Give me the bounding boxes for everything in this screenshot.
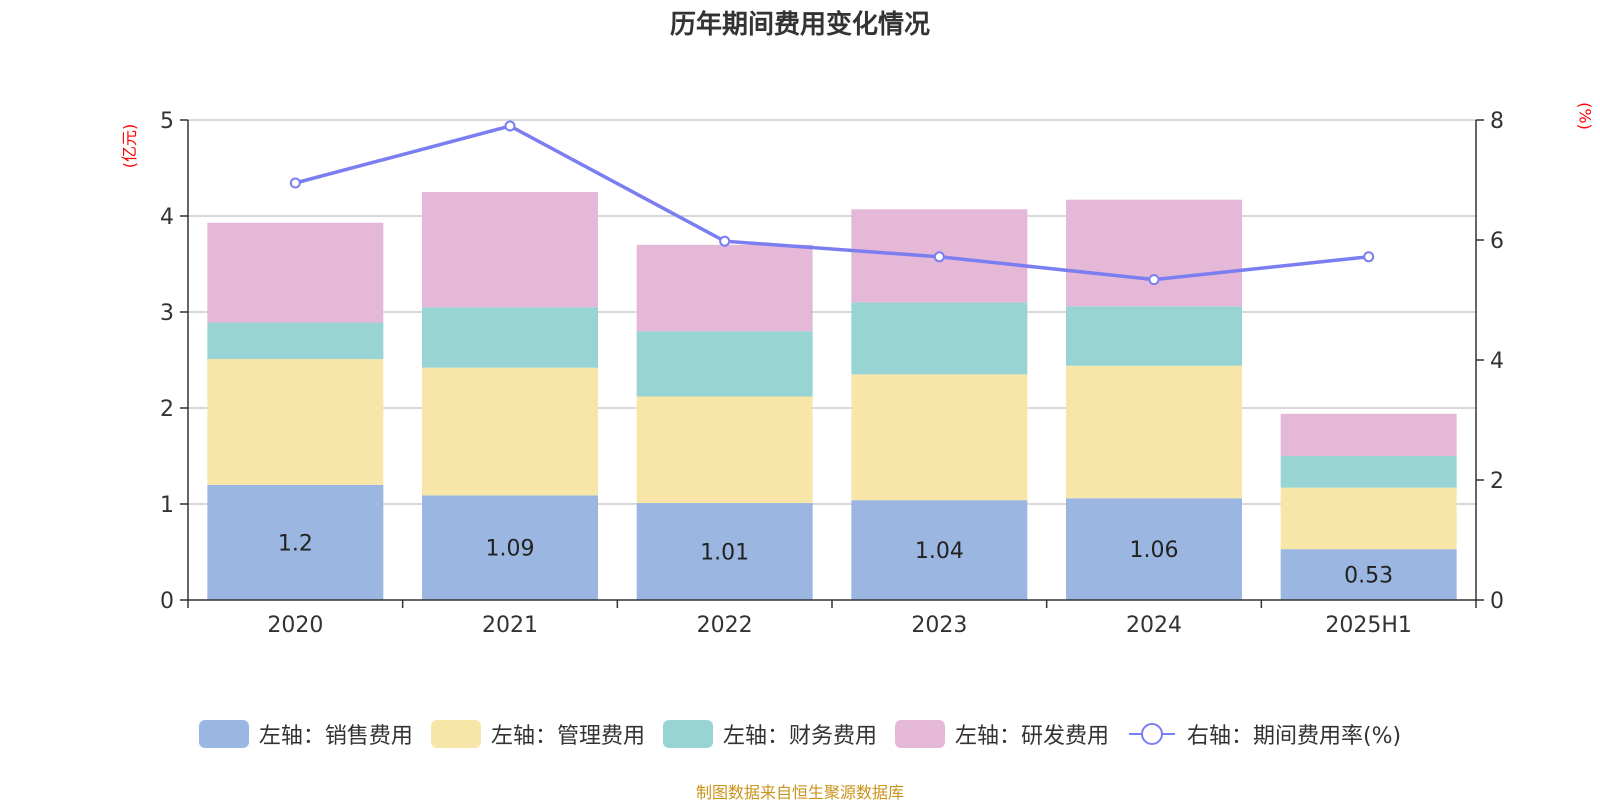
bar-segment-finance	[1066, 306, 1242, 366]
bar-data-label: 1.04	[915, 539, 964, 564]
legend-item-rd[interactable]: 左轴：研发费用	[894, 718, 1109, 750]
bar-segment-admin	[1066, 365, 1242, 499]
bar-segment-admin	[1280, 487, 1457, 550]
gridlines	[188, 119, 1476, 505]
bar-segment-finance	[422, 307, 598, 368]
bar-segment-finance	[851, 302, 1028, 375]
legend-item-admin[interactable]: 左轴：管理费用	[430, 718, 645, 750]
bar-data-label: 1.2	[278, 531, 313, 556]
left-axis-tick-label: 1	[160, 493, 174, 518]
bar-segment-rd	[422, 192, 598, 308]
bar-segment-admin	[422, 367, 598, 496]
rate-line-point	[933, 251, 945, 263]
legend-label-rate: 右轴：期间费用率(%)	[1186, 724, 1402, 749]
bar-segment-sales	[1066, 498, 1242, 600]
legend-line-marker-icon	[1128, 723, 1175, 745]
x-axis-category-label: 2022	[697, 613, 753, 638]
legend-item-rate[interactable]: 右轴：期间费用率(%)	[1127, 718, 1401, 750]
bar-data-label: 0.53	[1344, 564, 1393, 589]
axes: 0 1 2 3 4 5 0 2 4 6 8 2020 2021 2022 2023 2024 2025H1	[160, 109, 1504, 638]
legend-label-admin: 左轴：管理费用	[490, 724, 645, 749]
bar-segment-admin	[851, 374, 1028, 501]
rate-line-path	[294, 124, 1369, 282]
legend-swatch-sales	[198, 720, 249, 748]
legend-swatch-admin	[430, 720, 481, 748]
legend-label-finance: 左轴：财务费用	[722, 724, 877, 749]
legend: 左轴：销售费用 左轴：管理费用 左轴：财务费用 左轴：研发费用 右轴：期间费用率…	[0, 718, 1600, 750]
x-axis-category-label: 2020	[267, 613, 323, 638]
legend-swatch-finance	[662, 720, 713, 748]
left-axis-tick-label: 2	[160, 397, 174, 422]
legend-label-rd: 左轴：研发费用	[954, 724, 1109, 749]
bar-segment-admin	[207, 359, 384, 485]
left-axis-tick-label: 4	[160, 205, 174, 230]
bar-segment-rd	[207, 222, 384, 323]
bar-segment-finance	[1280, 456, 1457, 488]
bar-segment-sales	[636, 503, 813, 600]
bar-data-label: 1.09	[486, 537, 535, 562]
source-note: 制图数据来自恒生聚源数据库	[695, 783, 904, 802]
right-axis-tick-label: 6	[1490, 229, 1504, 254]
right-axis-tick-label: 4	[1490, 349, 1504, 374]
bar-segment-rd	[636, 244, 813, 332]
bar-data-label: 1.06	[1130, 538, 1179, 563]
legend-label-sales: 左轴：销售费用	[258, 724, 413, 749]
left-axis-tick-label: 3	[160, 301, 174, 326]
rate-line-point	[504, 120, 516, 132]
right-axis-tick-label: 0	[1490, 589, 1504, 614]
x-axis-category-label: 2024	[1126, 613, 1182, 638]
x-axis-category-label: 2023	[911, 613, 967, 638]
chart-title: 历年期间费用变化情况	[669, 10, 930, 40]
right-axis-tick-label: 8	[1490, 109, 1504, 134]
data-labels: 1.2 1.09 1.01 1.04 1.06 0.53	[278, 531, 1393, 588]
rate-line-point	[719, 235, 731, 247]
legend-item-sales[interactable]: 左轴：销售费用	[198, 718, 413, 750]
bar-segment-admin	[636, 396, 813, 504]
bar-segment-sales	[422, 495, 598, 600]
x-axis-category-label: 2021	[482, 613, 538, 638]
bar-segment-finance	[207, 322, 384, 360]
rate-line-point	[289, 177, 301, 189]
left-axis-tick-label: 5	[160, 109, 174, 134]
stacked-bars	[207, 192, 1457, 600]
bar-segment-finance	[636, 331, 813, 397]
rate-line-point	[1148, 274, 1160, 286]
x-axis-category-label: 2025H1	[1325, 613, 1412, 638]
bar-segment-rd	[1280, 413, 1457, 456]
left-axis-tick-label: 0	[160, 589, 174, 614]
rate-line-point	[1363, 251, 1375, 263]
bar-segment-sales	[851, 500, 1028, 600]
legend-item-finance[interactable]: 左轴：财务费用	[662, 718, 877, 750]
legend-swatch-rd	[894, 720, 945, 748]
bar-data-label: 1.01	[700, 541, 749, 566]
right-axis-tick-label: 2	[1490, 469, 1504, 494]
bar-segment-rd	[1066, 199, 1242, 307]
bar-segment-sales	[1280, 549, 1457, 600]
bar-segment-sales	[207, 484, 384, 600]
rate-line	[289, 120, 1375, 286]
